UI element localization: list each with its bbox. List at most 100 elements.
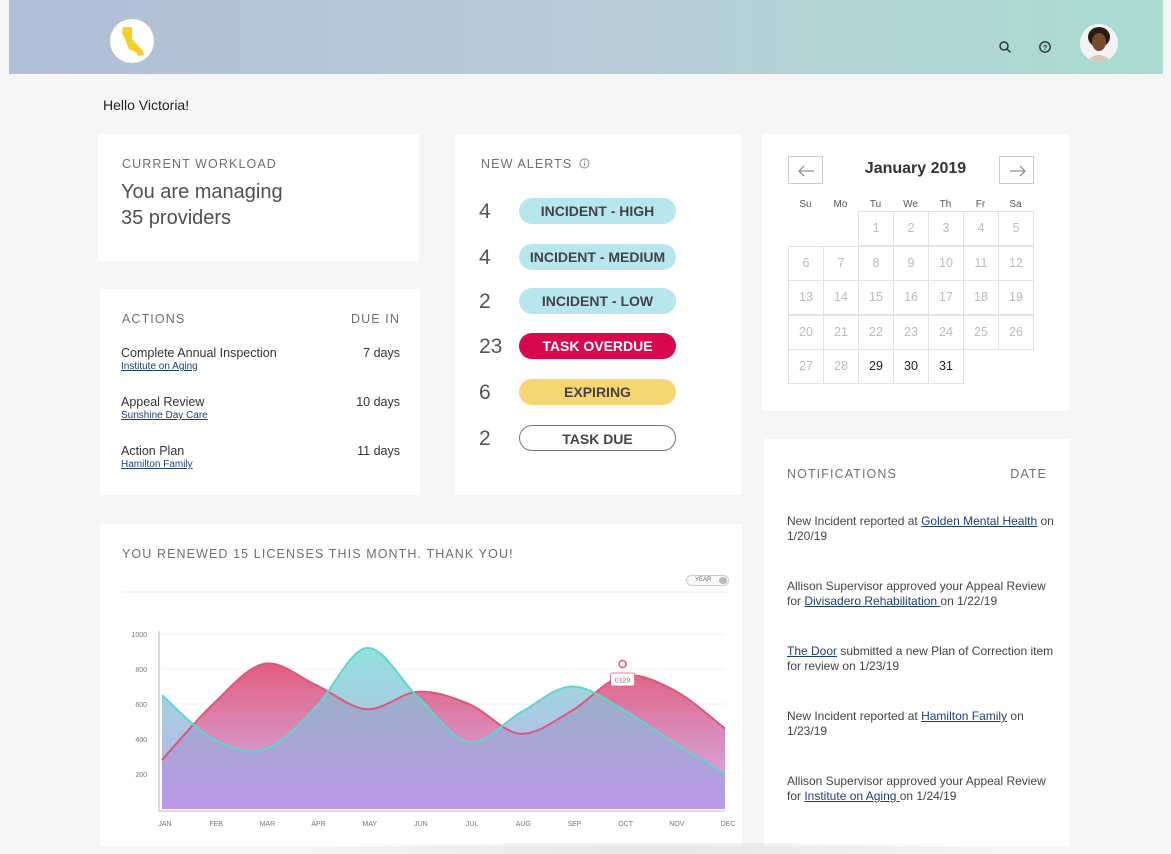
- calendar-weekday: Th: [939, 199, 952, 210]
- x-tick-label: DEC: [721, 821, 736, 828]
- search-icon[interactable]: [998, 40, 1012, 54]
- y-tick-label: 600: [135, 702, 147, 709]
- alert-count: 2: [479, 427, 491, 450]
- alerts-card: NEW ALERTS 4 INCIDENT - HIGH 4 INCIDENT - M…: [455, 134, 741, 495]
- calendar-day[interactable]: 4: [963, 211, 999, 246]
- y-tick-label: 400: [135, 737, 147, 744]
- greeting: Hello Victoria!: [103, 97, 190, 113]
- workload-card: CURRENT WORKLOAD You are managing 35 pro…: [98, 134, 419, 261]
- svg-text:?: ?: [1043, 43, 1048, 52]
- alert-pill[interactable]: TASK DUE: [519, 425, 676, 451]
- calendar-day[interactable]: 21: [823, 314, 859, 350]
- alert-count: 4: [479, 200, 491, 223]
- calendar-day[interactable]: 22: [858, 314, 894, 350]
- action-name: Action Plan: [121, 444, 185, 458]
- workload-line-1: You are managing: [121, 181, 283, 203]
- due-in-caption: DUE IN: [351, 312, 400, 326]
- action-provider-link[interactable]: Sunshine Day Care: [121, 410, 208, 421]
- calendar-prev-button[interactable]: [788, 156, 823, 184]
- user-avatar[interactable]: [1080, 24, 1118, 62]
- tooltip-point[interactable]: [618, 659, 627, 669]
- calendar-day[interactable]: 2: [893, 211, 929, 246]
- calendar-day[interactable]: 16: [893, 280, 929, 315]
- action-due: 10 days: [356, 395, 400, 409]
- calendar-day[interactable]: 7: [823, 245, 859, 281]
- alert-pill[interactable]: INCIDENT - HIGH: [519, 198, 676, 224]
- calendar-day[interactable]: 13: [788, 280, 824, 315]
- calendar-day[interactable]: 3: [928, 211, 964, 246]
- notification-provider-link[interactable]: Hamilton Family: [921, 709, 1008, 723]
- calendar-day[interactable]: 9: [893, 245, 929, 281]
- arrow-left-icon: [798, 165, 814, 177]
- calendar-day[interactable]: 18: [963, 280, 999, 315]
- calendar-day[interactable]: 27: [788, 349, 824, 384]
- calendar-day[interactable]: 5: [998, 211, 1034, 246]
- calendar-day[interactable]: 25: [963, 314, 999, 350]
- notification-item: New Incident reported at Hamilton Family…: [787, 709, 1057, 738]
- calendar-day[interactable]: 29: [858, 349, 894, 384]
- x-tick-label: MAY: [362, 821, 377, 828]
- notification-provider-link[interactable]: Golden Mental Health: [921, 514, 1038, 528]
- calendar-weekday: Su: [799, 199, 812, 210]
- alert-count: 2: [479, 290, 491, 313]
- alert-row[interactable]: 4 INCIDENT - HIGH: [479, 198, 699, 226]
- x-tick-label: FEB: [209, 821, 223, 828]
- calendar-weekday: Tu: [869, 199, 882, 210]
- action-item: Complete Annual Inspection Institute on …: [121, 346, 400, 378]
- calendar-day[interactable]: 15: [858, 280, 894, 315]
- notification-provider-link[interactable]: Institute on Aging: [804, 788, 900, 803]
- calendar-day[interactable]: 11: [963, 245, 999, 281]
- action-item: Action Plan Hamilton Family 11 days: [121, 444, 400, 476]
- alert-pill[interactable]: INCIDENT - LOW: [519, 288, 676, 314]
- notification-text: Allison Supervisor approved your Appeal …: [787, 774, 1046, 803]
- calendar-next-button[interactable]: [999, 156, 1034, 184]
- notifications-card: NOTIFICATIONS DATE New Incident reported…: [764, 439, 1069, 846]
- date-caption: DATE: [1010, 467, 1047, 481]
- workload-line-2: 35 providers: [121, 207, 232, 229]
- calendar-day[interactable]: 8: [858, 245, 894, 281]
- alert-row[interactable]: 6 EXPIRING: [479, 379, 699, 407]
- calendar-day[interactable]: 19: [998, 280, 1034, 315]
- alert-pill[interactable]: EXPIRING: [519, 379, 676, 405]
- calendar-day[interactable]: 12: [998, 245, 1034, 281]
- calendar-day[interactable]: 30: [893, 349, 929, 384]
- notification-provider-link[interactable]: The Door: [787, 644, 838, 658]
- notification-item: The Door submitted a new Plan of Correct…: [787, 644, 1057, 673]
- notification-date-text: on 1/23/19: [787, 709, 1024, 738]
- calendar-day[interactable]: 17: [928, 280, 964, 315]
- calendar-day[interactable]: 10: [928, 245, 964, 281]
- tooltip-box: [610, 672, 636, 687]
- calendar-day[interactable]: 6: [788, 245, 824, 281]
- notification-provider-link[interactable]: Divisadero Rehabilitation: [804, 593, 941, 608]
- notification-text: New Incident reported at: [787, 514, 922, 528]
- info-icon[interactable]: [579, 158, 590, 169]
- alert-row[interactable]: 4 INCIDENT - MEDIUM: [479, 244, 699, 272]
- calendar-day[interactable]: 31: [928, 349, 964, 384]
- action-provider-link[interactable]: Hamilton Family: [121, 459, 193, 470]
- alert-pill[interactable]: INCIDENT - MEDIUM: [519, 244, 676, 270]
- calendar-day[interactable]: 20: [788, 314, 824, 350]
- calendar-day[interactable]: 24: [928, 314, 964, 350]
- notification-date-text: submitted a new Plan of Correction item …: [787, 644, 1054, 673]
- calendar-weekday: We: [903, 199, 918, 210]
- alert-pill[interactable]: TASK OVERDUE: [519, 333, 676, 359]
- action-name: Appeal Review: [121, 395, 205, 409]
- tooltip-label: 0129: [615, 678, 631, 685]
- year-toggle[interactable]: YEAR: [686, 575, 729, 586]
- alert-row[interactable]: 23 TASK OVERDUE: [479, 333, 699, 361]
- action-provider-link[interactable]: Institute on Aging: [121, 361, 198, 372]
- notification-item: Allison Supervisor approved your Appeal …: [787, 579, 1057, 608]
- calendar-day[interactable]: 23: [893, 314, 929, 350]
- arrow-right-icon: [1010, 165, 1026, 177]
- alert-count: 23: [479, 335, 503, 358]
- california-state-icon[interactable]: [110, 19, 154, 63]
- calendar-day[interactable]: 28: [823, 349, 859, 384]
- workload-caption: CURRENT WORKLOAD: [122, 157, 277, 171]
- alert-row[interactable]: 2 TASK DUE: [479, 425, 699, 453]
- calendar-weekday: Mo: [833, 199, 848, 210]
- alert-row[interactable]: 2 INCIDENT - LOW: [479, 288, 699, 316]
- help-circle-icon[interactable]: ?: [1038, 40, 1052, 54]
- calendar-day[interactable]: 1: [858, 211, 894, 246]
- calendar-day[interactable]: 14: [823, 280, 859, 315]
- calendar-day[interactable]: 26: [998, 314, 1034, 350]
